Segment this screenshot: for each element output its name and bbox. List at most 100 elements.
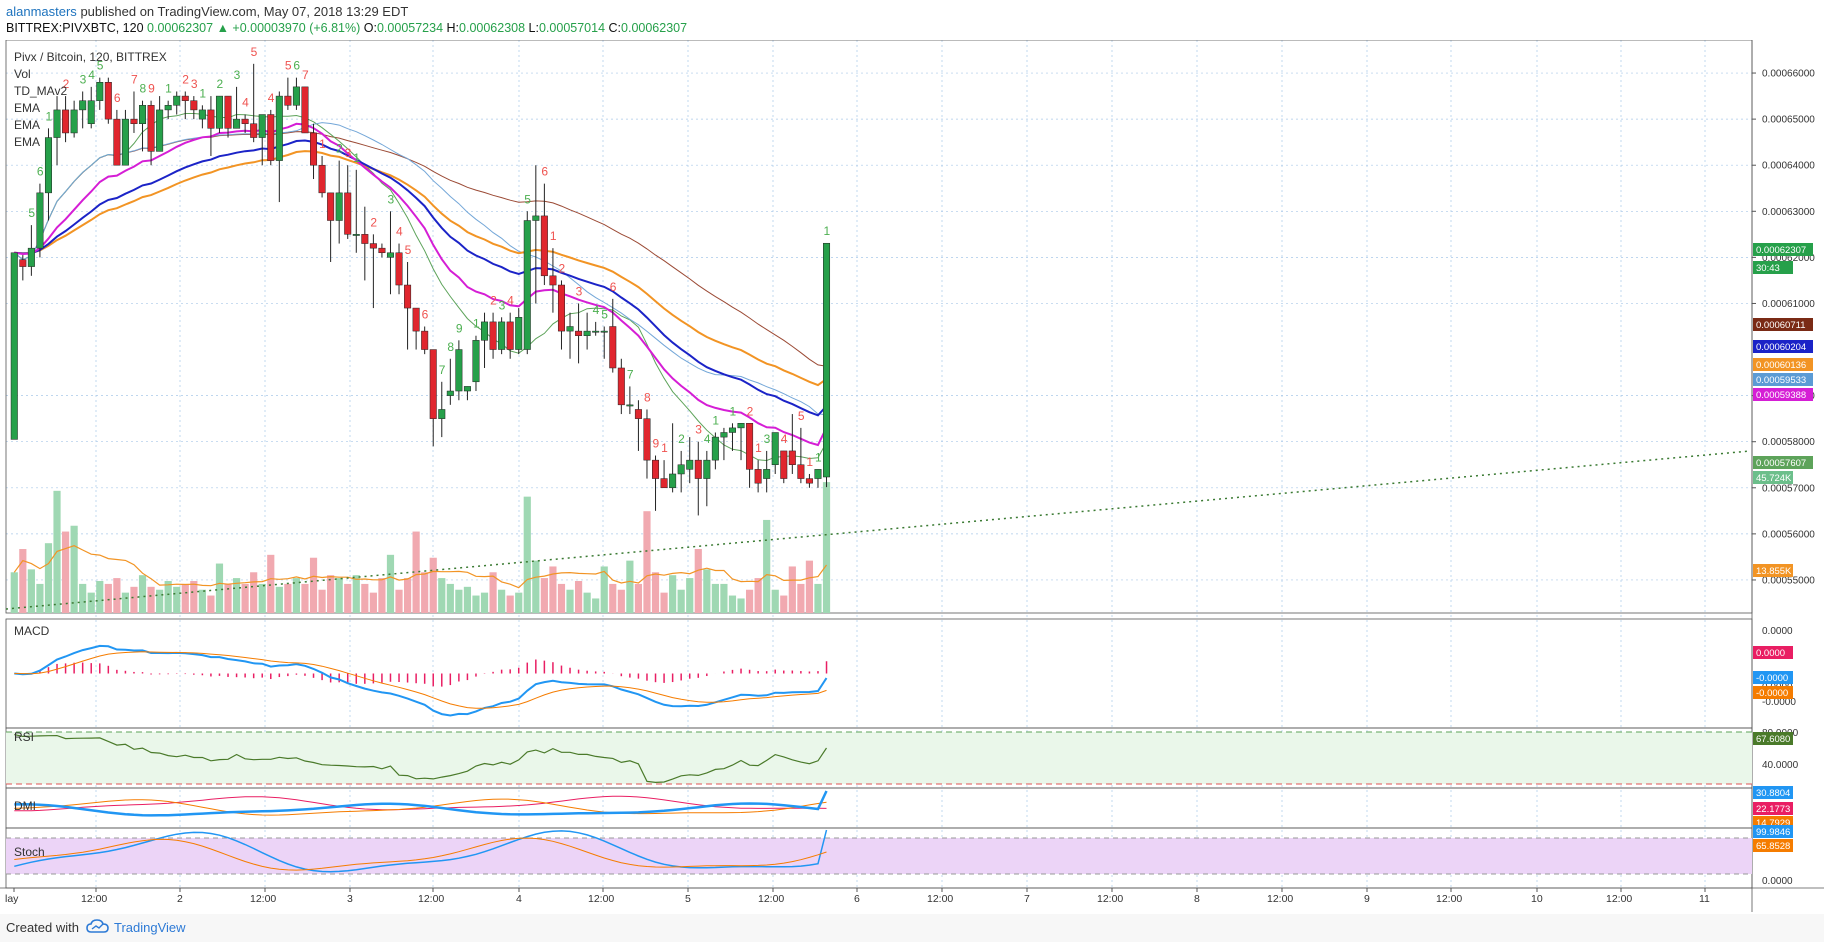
candle-body [224, 95, 232, 129]
volume-bar [421, 572, 429, 613]
value-tag-text: 0.00060136 [1756, 360, 1806, 371]
value-tag-text: 0.00062307 [1756, 245, 1806, 256]
publisher-name[interactable]: alanmasters [6, 4, 77, 19]
candles[interactable] [10, 63, 831, 516]
candle [369, 234, 377, 309]
volume-ma-line [13, 545, 828, 589]
price-value-tag: 0.00060204 [1753, 340, 1813, 353]
volume-bar [284, 583, 292, 613]
candle [540, 183, 548, 286]
volume-bar [634, 583, 643, 613]
candle-body [677, 464, 685, 475]
candle [36, 183, 44, 258]
value-tag-text: 0.00060711 [1756, 320, 1806, 331]
candle-body [267, 114, 275, 161]
candle-body [634, 409, 642, 419]
candle [737, 423, 745, 461]
value-tag-text: 13.855K [1756, 566, 1792, 577]
candle [583, 312, 591, 350]
td-count: 6 [610, 280, 617, 294]
dmi-tag-text: 22.1773 [1756, 804, 1790, 815]
high-label: H: [446, 21, 460, 35]
volume-bar [164, 581, 172, 613]
td-count: 5 [601, 308, 608, 322]
td-count: 5 [524, 192, 531, 206]
volume-bar [352, 575, 360, 613]
time-axis[interactable]: lay 12:00 2 12:00 3 12:00 4 12:00 5 12:00 6 12:00 7 1… [0, 887, 1824, 905]
candle-body [549, 275, 557, 286]
volume-bar [190, 581, 198, 613]
candle-body [472, 340, 480, 383]
macd-tag-text: 0.0000 [1756, 648, 1785, 659]
value-tag-bg [1753, 471, 1793, 484]
candle-body [344, 192, 352, 235]
volume-bar [814, 583, 822, 613]
candle-body [147, 105, 155, 152]
value-tag-bg [1753, 564, 1793, 577]
candle [190, 96, 198, 120]
candle [215, 95, 223, 133]
candle [780, 450, 788, 484]
macd-tag-bg [1753, 686, 1793, 699]
candle [164, 100, 172, 120]
pane-frame-1 [5, 618, 1753, 729]
candle-body [754, 469, 762, 484]
candle-body [814, 469, 822, 479]
volume-bar [617, 589, 625, 613]
volume-bar [566, 589, 574, 613]
candle [446, 358, 454, 405]
candle [566, 312, 574, 359]
candle [258, 114, 266, 166]
volume-bar [104, 583, 112, 613]
price-tick-label: 0.00063000 [1762, 207, 1815, 218]
candle [318, 155, 326, 198]
td-count: 2 [370, 215, 377, 229]
volume-bar [215, 563, 224, 613]
volume-bar [532, 560, 540, 613]
volume-bar [429, 557, 437, 613]
volume-bar [446, 583, 454, 613]
td-count: 4 [704, 432, 711, 446]
candle [438, 381, 446, 438]
price-tick-label: 0.00057000 [1762, 483, 1815, 494]
candle-body [788, 450, 796, 465]
time-tick-label: 4 [516, 893, 522, 905]
time-tick-label: 12:00 [1436, 893, 1462, 905]
close-value: 0.00062307 [621, 21, 688, 35]
candle-body [173, 95, 181, 106]
low-value: 0.00057014 [538, 21, 606, 35]
volume-bar [643, 511, 651, 613]
dmi-tag-text: 14.7929 [1756, 818, 1790, 829]
candle-body [27, 247, 35, 267]
td-count: 1 [661, 441, 668, 455]
time-tick-label: 12:00 [758, 893, 784, 905]
volume-bar [549, 566, 557, 613]
candle [506, 312, 514, 359]
price-axis[interactable]: 0.00066000 0.00065000 0.00064000 0.00063000… [1752, 69, 1815, 887]
volume-bar [412, 531, 420, 613]
candle [669, 423, 677, 493]
stoch-tag-bg [1753, 839, 1793, 852]
time-tick-label: 3 [347, 893, 353, 905]
value-tag-bg [1753, 388, 1813, 401]
candle-body [694, 459, 702, 479]
candle-body [198, 109, 206, 120]
candle [361, 206, 369, 281]
candle-body [378, 247, 386, 254]
candle [156, 96, 164, 152]
dmi-adx-line [14, 790, 828, 817]
candle [207, 96, 215, 156]
candle [275, 91, 283, 203]
macd-line [14, 644, 828, 717]
candle [147, 100, 155, 166]
tradingview-brand[interactable]: TradingView [114, 920, 186, 935]
indicator-lines [14, 644, 828, 873]
candle-body [275, 95, 283, 161]
open-label: O: [363, 21, 377, 35]
time-tick-label: 12:00 [588, 893, 614, 905]
pane-frame-3 [5, 787, 1753, 829]
td-count: 3 [345, 146, 352, 160]
candle-body [233, 118, 241, 129]
td-count: 6 [293, 59, 300, 73]
